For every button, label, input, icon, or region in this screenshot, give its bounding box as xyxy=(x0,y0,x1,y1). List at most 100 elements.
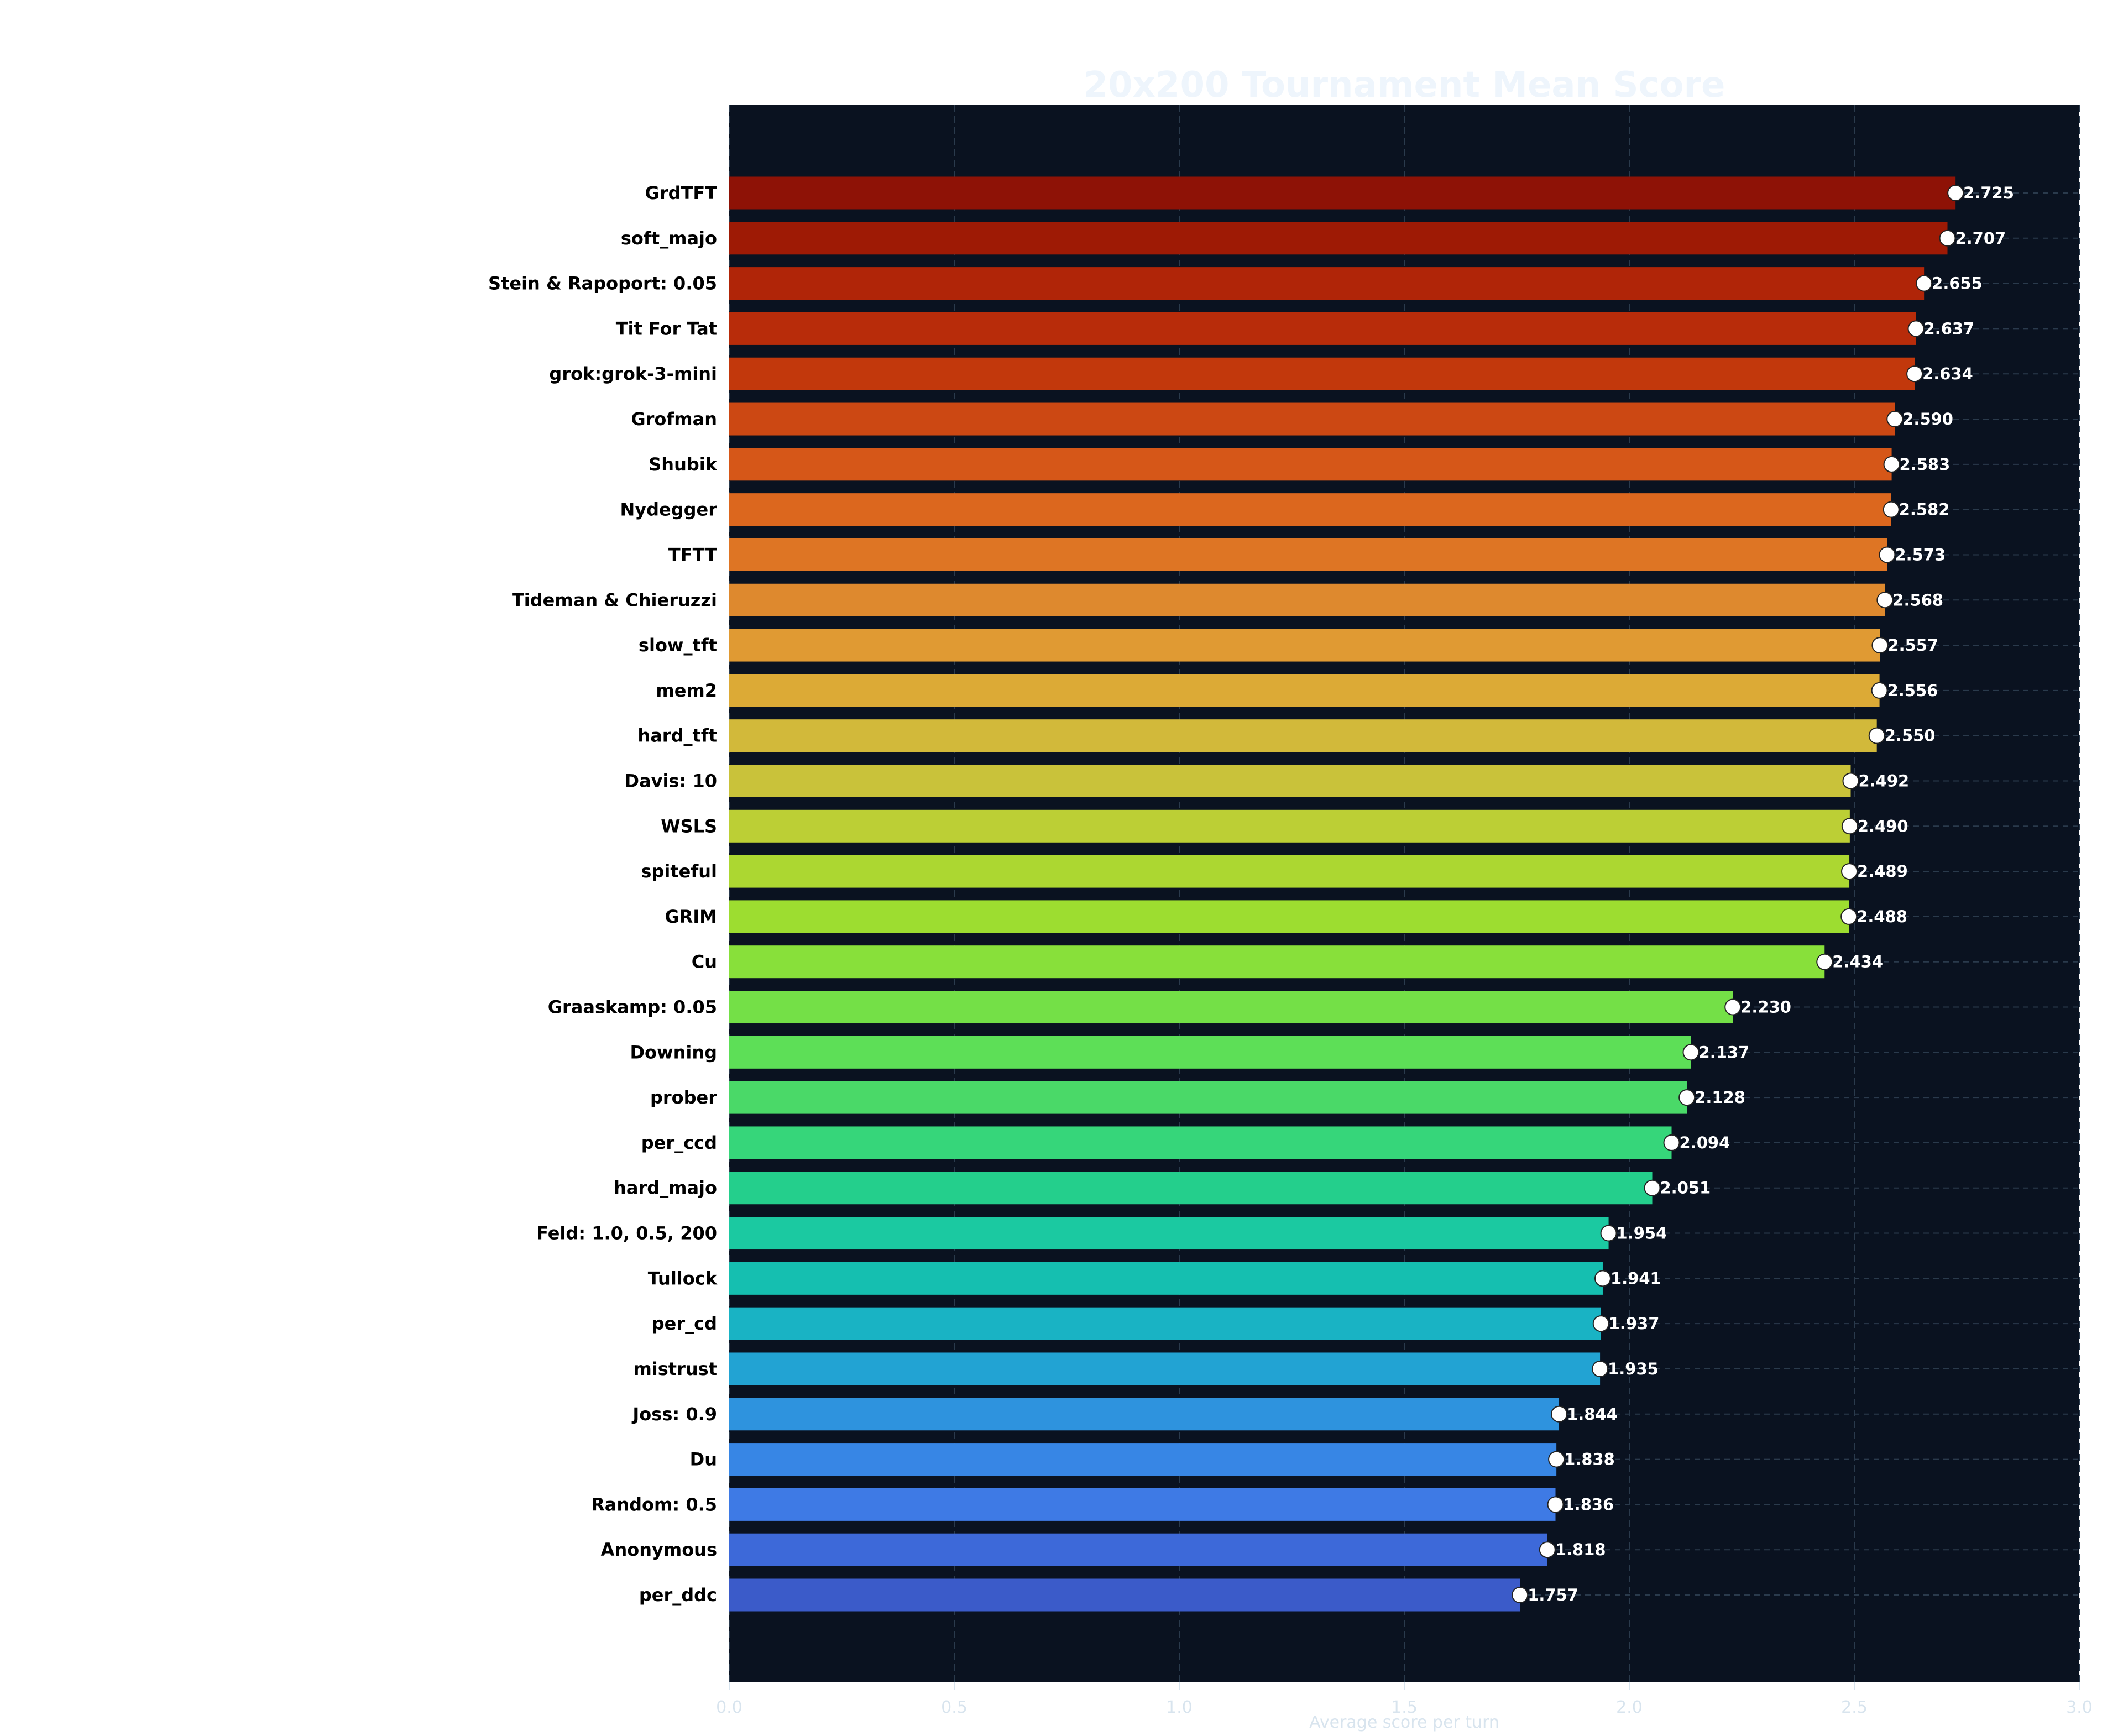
y-tick-label: Du xyxy=(690,1449,717,1470)
y-tick-label: slow_tft xyxy=(639,635,717,656)
bar xyxy=(729,1488,1556,1521)
bar xyxy=(729,448,1892,481)
bar xyxy=(729,1217,1609,1250)
bar xyxy=(729,764,1851,797)
bar xyxy=(729,945,1825,979)
y-tick-label: Anonymous xyxy=(601,1539,717,1560)
value-label: 2.489 xyxy=(1857,862,1908,881)
value-label: 2.582 xyxy=(1899,500,1950,519)
bar xyxy=(729,1533,1547,1566)
x-tick-label: 1.0 xyxy=(1166,1698,1193,1717)
bar xyxy=(729,1081,1687,1114)
bar xyxy=(729,583,1885,616)
bar-end-marker xyxy=(1547,1496,1564,1513)
value-label: 2.490 xyxy=(1858,817,1908,835)
bar xyxy=(729,402,1895,436)
bar-end-marker xyxy=(1644,1179,1661,1196)
bar xyxy=(729,312,1916,345)
bar xyxy=(729,267,1925,300)
y-tick-label: Davis: 10 xyxy=(625,770,718,791)
bar xyxy=(729,719,1877,752)
value-label: 1.757 xyxy=(1528,1586,1578,1604)
bar xyxy=(729,1398,1560,1431)
y-tick-label: Graaskamp: 0.05 xyxy=(548,997,717,1018)
bar xyxy=(729,900,1849,933)
x-tick-label: 2.0 xyxy=(1616,1698,1643,1717)
bar xyxy=(729,222,1948,255)
bar xyxy=(729,1262,1603,1295)
value-label: 2.230 xyxy=(1740,998,1791,1017)
y-tick-label: hard_majo xyxy=(614,1178,717,1199)
value-label: 1.844 xyxy=(1567,1405,1618,1424)
value-label: 1.838 xyxy=(1564,1450,1615,1469)
bar xyxy=(729,674,1880,707)
bar-end-marker xyxy=(1682,1044,1700,1061)
bar xyxy=(729,629,1880,662)
bar xyxy=(729,357,1915,390)
value-label: 2.583 xyxy=(1900,455,1951,474)
y-tick-label: Cu xyxy=(692,951,717,972)
value-label: 1.818 xyxy=(1555,1540,1606,1559)
y-tick-label: per_ccd xyxy=(641,1132,717,1153)
bar xyxy=(729,176,1956,210)
bar xyxy=(729,1126,1672,1159)
bar-end-marker xyxy=(1871,637,1889,654)
value-label: 1.941 xyxy=(1610,1269,1661,1288)
y-tick-label: spiteful xyxy=(641,861,717,882)
bar xyxy=(729,1036,1691,1069)
value-label: 2.488 xyxy=(1857,907,1907,926)
value-label: 2.128 xyxy=(1695,1088,1745,1107)
y-tick-label: Tullock xyxy=(648,1268,718,1289)
value-label: 2.573 xyxy=(1895,545,1946,564)
x-tick-label: 3.0 xyxy=(2066,1698,2093,1717)
y-tick-label: Shubik xyxy=(649,454,717,475)
bar-end-marker xyxy=(1916,275,1933,292)
bar-end-marker xyxy=(1906,365,1923,383)
y-tick-label: WSLS xyxy=(661,815,717,836)
value-label: 2.725 xyxy=(1963,184,2014,202)
y-tick-label: soft_majo xyxy=(621,228,717,249)
bar-end-marker xyxy=(1594,1270,1611,1287)
value-label: 1.836 xyxy=(1564,1495,1614,1514)
value-label: 2.634 xyxy=(1922,364,1973,383)
x-tick-label: 0.0 xyxy=(716,1698,742,1717)
y-tick-label: Downing xyxy=(630,1042,717,1063)
y-tick-label: TFTT xyxy=(668,544,717,565)
bar-end-marker xyxy=(1840,908,1858,925)
value-label: 2.637 xyxy=(1924,319,1975,338)
bar-end-marker xyxy=(1907,320,1925,337)
y-tick-label: Joss: 0.9 xyxy=(631,1404,717,1425)
value-label: 2.557 xyxy=(1887,636,1938,655)
y-tick-label: per_ddc xyxy=(639,1585,717,1606)
value-label: 2.655 xyxy=(1932,274,1983,293)
y-tick-label: GRIM xyxy=(665,906,717,927)
y-tick-label: grok:grok-3-mini xyxy=(549,363,717,384)
bar-end-marker xyxy=(1939,229,1956,247)
bar-end-marker xyxy=(1678,1089,1696,1106)
value-label: 2.094 xyxy=(1680,1133,1730,1152)
x-tick-label: 0.5 xyxy=(941,1698,968,1717)
bar-end-marker xyxy=(1724,998,1742,1016)
bar xyxy=(729,538,1887,571)
y-tick-label: Tit For Tat xyxy=(616,318,717,339)
bar xyxy=(729,493,1891,526)
value-label: 2.492 xyxy=(1858,771,1909,790)
bar xyxy=(729,1352,1601,1385)
value-label: 2.434 xyxy=(1832,953,1883,971)
bar-end-marker xyxy=(1592,1360,1609,1377)
value-label: 2.568 xyxy=(1892,590,1943,609)
y-tick-label: Tideman & Chieruzzi xyxy=(512,589,717,610)
value-label: 2.556 xyxy=(1887,681,1938,700)
bar-end-marker xyxy=(1883,456,1900,473)
bar-end-marker xyxy=(1883,501,1900,518)
y-tick-label: mem2 xyxy=(656,680,717,701)
bar xyxy=(729,991,1733,1024)
bar-end-marker xyxy=(1551,1405,1568,1423)
bar-end-marker xyxy=(1871,682,1888,699)
bar-end-marker xyxy=(1841,863,1858,880)
bar xyxy=(729,1443,1557,1476)
bar xyxy=(729,1307,1601,1340)
y-tick-label: Stein & Rapoport: 0.05 xyxy=(488,273,717,294)
bar xyxy=(729,809,1850,843)
bar-end-marker xyxy=(1600,1225,1617,1242)
